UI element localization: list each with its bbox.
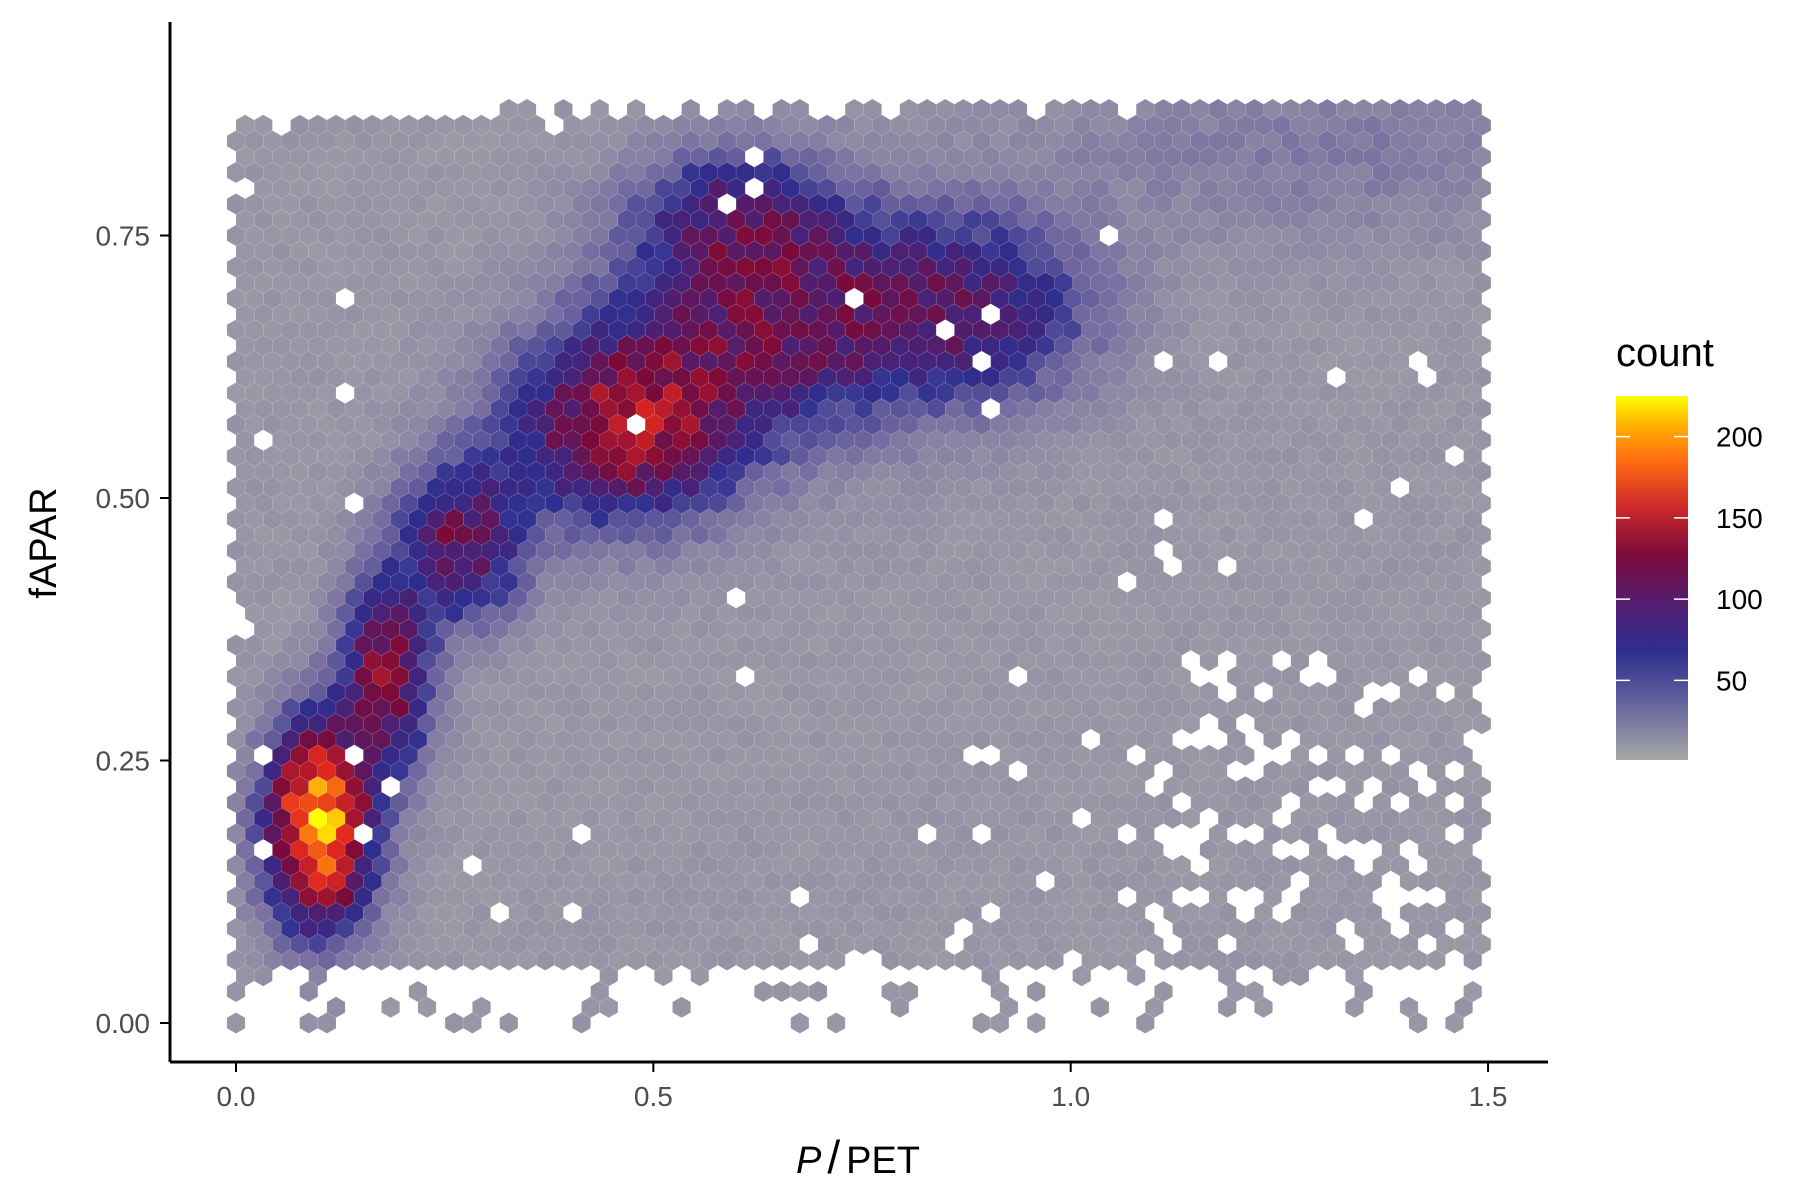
hex-cell bbox=[826, 1012, 846, 1034]
hex-cell bbox=[299, 1012, 319, 1034]
legend-colorbar bbox=[1616, 396, 1688, 760]
hex-cell bbox=[790, 1012, 810, 1034]
hex-cell bbox=[753, 980, 773, 1003]
hex-cell bbox=[226, 1012, 246, 1034]
hex-cell bbox=[1090, 996, 1110, 1019]
hex-cell bbox=[735, 98, 755, 121]
hex-cell bbox=[553, 98, 573, 121]
hex-cell bbox=[790, 98, 810, 121]
x-axis-title-italic: P bbox=[796, 1140, 822, 1182]
x-axis-ticks: 0.0 0.5 1.0 1.5 bbox=[217, 1062, 1508, 1112]
hex-cell bbox=[499, 1012, 519, 1034]
legend-tick-label: 200 bbox=[1716, 422, 1763, 453]
x-tick-label: 0.5 bbox=[634, 1081, 673, 1112]
hex-cell bbox=[1026, 1012, 1046, 1034]
hex-cell bbox=[790, 980, 810, 1003]
y-axis-ticks: 0.00 0.25 0.50 0.75 bbox=[96, 221, 170, 1039]
hex-cell bbox=[1008, 98, 1028, 121]
hex-cell bbox=[1099, 98, 1119, 121]
x-tick-label: 1.0 bbox=[1051, 1081, 1090, 1112]
hex-cell bbox=[444, 1012, 464, 1034]
legend-title: count bbox=[1616, 331, 1714, 375]
hex-cell bbox=[972, 1012, 992, 1034]
legend-tick-label: 50 bbox=[1716, 665, 1747, 696]
legend-ticks: 50 100 150 200 bbox=[1616, 422, 1763, 696]
hex-cell bbox=[808, 980, 828, 1003]
x-axis-title-rest: PET bbox=[846, 1140, 920, 1182]
hex-cell bbox=[408, 980, 428, 1003]
y-axis-title: fAPAR bbox=[23, 487, 65, 598]
hex-cell bbox=[1172, 854, 1192, 877]
hex-cell bbox=[1463, 980, 1483, 1003]
hex-cell bbox=[253, 114, 273, 137]
legend-tick-label: 150 bbox=[1716, 503, 1763, 534]
hex-cell bbox=[1026, 980, 1046, 1003]
hex-cell bbox=[1199, 681, 1219, 704]
hex-cell bbox=[1336, 854, 1355, 877]
legend: count 50 100 150 200 bbox=[1616, 331, 1763, 760]
hex-cell bbox=[1245, 980, 1264, 1003]
hex-cell bbox=[899, 980, 919, 1003]
hex-cell bbox=[863, 98, 882, 121]
hex-cell bbox=[381, 996, 401, 1019]
hex-cell bbox=[626, 98, 646, 121]
hex-cell bbox=[1154, 980, 1173, 1003]
hex-cell bbox=[681, 98, 701, 121]
legend-tick-label: 100 bbox=[1716, 584, 1763, 615]
hexbin-cells bbox=[226, 98, 1492, 1034]
hex-cell bbox=[326, 996, 346, 1019]
y-tick-label: 0.75 bbox=[96, 221, 151, 252]
y-tick-label: 0.50 bbox=[96, 483, 151, 514]
y-tick-label: 0.25 bbox=[96, 746, 151, 777]
x-axis-title: P / PET bbox=[796, 1131, 920, 1183]
y-tick-label: 0.00 bbox=[96, 1008, 151, 1039]
hex-cell bbox=[472, 996, 491, 1019]
x-axis-title-slash: / bbox=[827, 1131, 840, 1183]
x-tick-label: 1.5 bbox=[1469, 1081, 1508, 1112]
hex-cell bbox=[1399, 996, 1419, 1019]
hex-cell bbox=[517, 98, 537, 121]
hex-cell bbox=[590, 98, 610, 121]
hex-cell bbox=[1463, 98, 1483, 121]
x-tick-label: 0.0 bbox=[217, 1081, 256, 1112]
hex-cell bbox=[672, 996, 692, 1019]
hex-cell bbox=[772, 980, 792, 1003]
